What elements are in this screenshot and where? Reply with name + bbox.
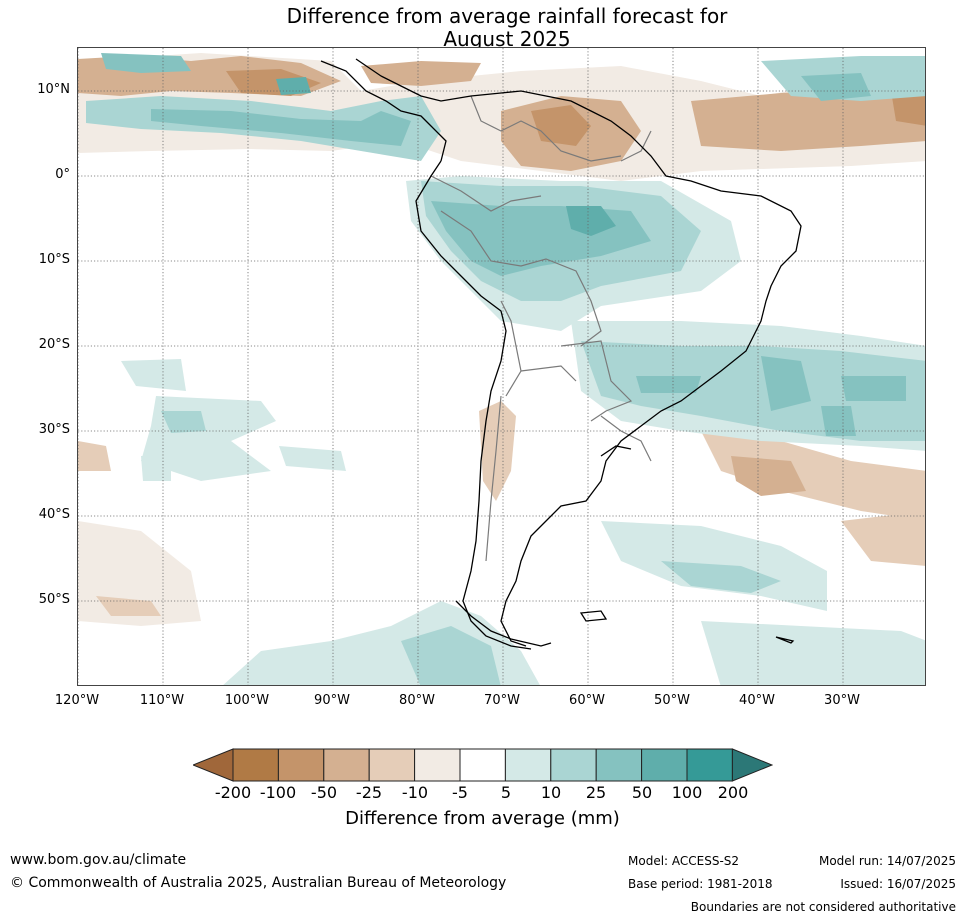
dry-region-chile [479, 401, 516, 501]
colorbar-swatch-2 [277, 748, 325, 782]
colorbar-tick-2: -100 [259, 783, 297, 802]
colorbar-swatch-10 [641, 748, 688, 782]
wet-region-pacific-south-3 [279, 446, 346, 471]
south-georgia [775, 636, 795, 644]
lon-label-80w: 80°W [399, 693, 435, 708]
tierra-del-fuego [455, 600, 552, 647]
dry-region-far-south-atlantic [841, 511, 925, 566]
wet-region-amazon-peak [566, 206, 616, 236]
wet-region-south-atlantic-core [761, 356, 811, 411]
wet-region-south-atlantic-core3 [841, 376, 906, 401]
rainfall-map [77, 47, 926, 686]
colorbar-swatch-6 [459, 748, 506, 782]
central-america-coast [320, 60, 447, 162]
lat-label-10s: 10°S [38, 252, 70, 267]
colorbar-tick-3: -50 [310, 783, 338, 802]
wet-region-south-atlantic-far-core [661, 561, 781, 593]
footer-model: Model: ACCESS-S2 [628, 854, 740, 868]
wet-region-pacific-south-4 [141, 456, 171, 481]
colorbar-swatch-5 [414, 748, 461, 782]
dry-region-caribbean-band [361, 61, 481, 86]
wet-region-pacific-band-core [151, 109, 411, 146]
map-title: Difference from average rainfall forecas… [0, 5, 965, 51]
dry-region-pacific-west [78, 441, 111, 471]
wet-region-pacific-south-1-core [161, 411, 206, 433]
footer-model-run: Model run: 14/07/2025 [818, 854, 956, 868]
colorbar-tick-5: -10 [401, 783, 429, 802]
wet-region-central-america-spot [276, 77, 311, 95]
colorbar-title: Difference from average (mm) [345, 808, 620, 829]
colorbar-arrow-left [193, 748, 234, 782]
wet-region-pacific-south-2 [121, 359, 186, 391]
lon-label-60w: 60°W [569, 693, 605, 708]
colorbar-swatch-7 [504, 748, 552, 782]
map-canvas [78, 48, 925, 685]
colorbar-swatch-11 [686, 748, 733, 782]
colorbar-tick-11: 100 [671, 783, 703, 802]
colorbar-swatch-9 [595, 748, 643, 782]
lon-label-110w: 110°W [139, 693, 185, 708]
map-title-line2: August 2025 [443, 27, 571, 51]
wet-region-south-brazil-band [636, 376, 701, 393]
falkland-islands [579, 610, 608, 622]
lat-label-10n: 10°N [37, 82, 70, 97]
wet-region-pacific-nw [101, 53, 191, 73]
lon-label-40w: 40°W [739, 693, 775, 708]
colorbar-tick-6: -5 [452, 783, 468, 802]
map-title-line1: Difference from average rainfall forecas… [286, 4, 728, 28]
pacific-coast [415, 160, 532, 650]
lon-label-30w: 30°W [824, 693, 860, 708]
colorbar-tick-1: -200 [214, 783, 252, 802]
footer-url[interactable]: www.bom.gov.au/climate [10, 852, 187, 868]
footer-disclaimer: Boundaries are not considered authoritat… [690, 900, 956, 914]
caribbean-coast [355, 58, 802, 647]
colorbar-swatch-1 [232, 748, 279, 782]
colorbar-tick-8: 10 [540, 783, 562, 802]
lon-label-100w: 100°W [224, 693, 270, 708]
dry-region-pacific-south-core [96, 596, 161, 616]
colorbar-tick-10: 50 [631, 783, 653, 802]
coastline [320, 58, 802, 650]
colorbar-tick-9: 25 [585, 783, 607, 802]
colorbar-swatch-8 [550, 748, 597, 782]
lon-label-50w: 50°W [654, 693, 690, 708]
wet-region-south-atlantic-core2 [821, 406, 856, 436]
colorbar-tick-12: 200 [717, 783, 749, 802]
wet-region-drake-core [401, 626, 501, 685]
lat-label-20s: 20°S [38, 337, 70, 352]
lat-label-30s: 30°S [38, 422, 70, 437]
lat-label-0: 0° [55, 167, 70, 182]
colorbar-tick-4: -25 [355, 783, 383, 802]
graticule [78, 48, 925, 685]
colorbar-tick-7: 5 [500, 783, 512, 802]
colorbar-swatch-3 [323, 748, 370, 782]
lat-label-40s: 40°S [38, 507, 70, 522]
national-borders [430, 95, 652, 562]
wet-region-atlantic-north-core [801, 73, 871, 101]
footer-issued: Issued: 16/07/2025 [840, 877, 956, 891]
lat-label-50s: 50°S [38, 592, 70, 607]
footer-copyright: © Commonwealth of Australia 2025, Austra… [10, 875, 507, 891]
dry-region-south-atlantic-core [731, 456, 806, 496]
colorbar-swatch-4 [368, 748, 416, 782]
dry-region-south-atlantic [701, 431, 925, 521]
lon-label-90w: 90°W [314, 693, 350, 708]
wet-region-south-atlantic-se [701, 621, 925, 685]
rio-de-la-plata [600, 445, 632, 457]
colorbar-arrow-right [731, 748, 773, 782]
lon-label-70w: 70°W [484, 693, 520, 708]
colorbar-legend [193, 748, 773, 782]
footer-base-period: Base period: 1981-2018 [628, 877, 773, 891]
lon-label-120w: 120°W [54, 693, 100, 708]
